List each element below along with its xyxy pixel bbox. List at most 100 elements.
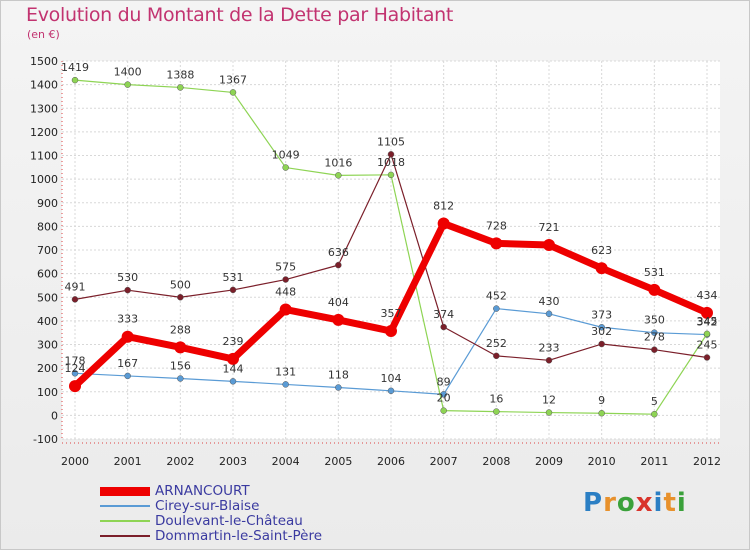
data-point xyxy=(177,84,184,91)
proxiti-logo: Proxiti xyxy=(583,488,687,518)
data-label: 1400 xyxy=(114,66,142,79)
data-point xyxy=(543,239,555,252)
data-label: 278 xyxy=(644,331,665,344)
data-point xyxy=(69,380,81,393)
data-point xyxy=(703,354,711,361)
data-label: 178 xyxy=(65,354,86,367)
data-label: 434 xyxy=(697,289,718,302)
data-label: 812 xyxy=(433,200,454,213)
data-label: 404 xyxy=(328,296,349,309)
data-point xyxy=(124,81,131,88)
x-tick-label: 2000 xyxy=(61,455,89,468)
chart-unit: (en €) xyxy=(27,28,60,41)
y-tick-label: 100 xyxy=(37,386,58,399)
legend-swatch xyxy=(100,520,150,522)
data-label: 118 xyxy=(328,368,349,381)
x-tick-label: 2001 xyxy=(114,455,142,468)
data-point xyxy=(282,276,289,283)
logo-letter: x xyxy=(635,488,654,518)
data-label: 288 xyxy=(170,323,191,336)
data-point xyxy=(229,286,237,294)
data-point xyxy=(598,324,605,331)
x-tick-label: 2008 xyxy=(482,455,510,468)
data-label: 1105 xyxy=(377,135,405,148)
data-label: 350 xyxy=(644,314,665,327)
y-tick-label: 300 xyxy=(37,339,58,352)
y-tick-label: 1100 xyxy=(30,150,58,163)
data-point xyxy=(440,391,447,398)
data-point xyxy=(124,372,131,380)
data-label: 302 xyxy=(591,325,612,338)
data-label: 233 xyxy=(539,341,560,354)
y-tick-label: 500 xyxy=(37,291,58,304)
y-tick-label: 900 xyxy=(37,197,58,210)
y-tick-label: 200 xyxy=(37,362,58,375)
x-tick-label: 2003 xyxy=(219,455,247,468)
data-point xyxy=(598,340,605,348)
data-label: 1367 xyxy=(219,73,247,86)
data-point xyxy=(545,310,553,318)
data-point xyxy=(651,410,658,418)
x-tick-label: 2009 xyxy=(535,455,563,468)
data-label: 452 xyxy=(486,290,507,303)
data-label: 342 xyxy=(697,316,718,329)
data-label: 345 xyxy=(697,315,718,328)
data-label: 144 xyxy=(223,362,244,375)
data-point xyxy=(651,346,658,353)
data-label: 1049 xyxy=(272,149,300,162)
legend-swatch xyxy=(100,505,150,507)
data-label: 531 xyxy=(223,271,244,284)
data-label: 728 xyxy=(486,219,507,232)
x-tick-label: 2006 xyxy=(377,455,405,468)
data-label: 1419 xyxy=(61,61,89,74)
data-label: 491 xyxy=(65,280,86,293)
data-point xyxy=(282,381,289,388)
x-tick-label: 2002 xyxy=(166,455,194,468)
data-label: 721 xyxy=(539,221,560,234)
logo-letter: i xyxy=(676,488,687,518)
data-label: 89 xyxy=(437,375,451,388)
data-point xyxy=(545,409,553,416)
data-label: 448 xyxy=(275,286,296,299)
data-point xyxy=(387,151,395,158)
data-point xyxy=(648,283,661,296)
data-point xyxy=(595,262,608,275)
logo-letter: r xyxy=(603,488,617,518)
x-tick-label: 2010 xyxy=(588,455,616,468)
legend-label: ARNANCOURT xyxy=(155,483,250,499)
data-label: 12 xyxy=(542,394,556,407)
data-label: 430 xyxy=(539,295,560,308)
data-label: 530 xyxy=(117,271,138,284)
data-label: 104 xyxy=(381,372,402,385)
x-tick-label: 2011 xyxy=(640,455,668,468)
data-label: 1018 xyxy=(377,156,405,169)
logo-letter: t xyxy=(663,488,677,518)
y-tick-label: 1300 xyxy=(30,102,58,115)
data-point xyxy=(440,407,447,414)
x-tick-label: 2004 xyxy=(272,455,300,468)
legend-swatch xyxy=(100,486,150,496)
data-point xyxy=(387,171,395,179)
logo-letter: i xyxy=(653,488,664,518)
data-point xyxy=(177,375,184,382)
data-point xyxy=(701,306,713,319)
data-point xyxy=(71,370,79,377)
data-point xyxy=(490,237,503,250)
y-tick-label: 400 xyxy=(37,315,58,328)
data-point xyxy=(282,164,289,171)
data-point xyxy=(493,352,500,360)
data-point xyxy=(279,303,292,316)
data-label: 636 xyxy=(328,246,349,259)
y-tick-label: 1200 xyxy=(30,126,58,139)
y-tick-label: -100 xyxy=(33,433,58,446)
data-label: 500 xyxy=(170,278,191,291)
data-label: 20 xyxy=(437,392,451,405)
data-point xyxy=(545,357,553,364)
data-label: 245 xyxy=(697,338,718,351)
data-label: 373 xyxy=(591,308,612,321)
y-tick-label: 1500 xyxy=(30,55,58,68)
x-tick-label: 2012 xyxy=(693,455,721,468)
y-tick-label: 600 xyxy=(37,268,58,281)
y-tick-label: 1400 xyxy=(30,79,58,92)
